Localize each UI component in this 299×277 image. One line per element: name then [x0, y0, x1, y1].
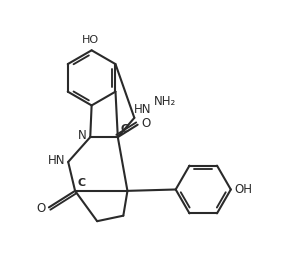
- Text: HO: HO: [82, 35, 99, 45]
- Text: N: N: [78, 129, 87, 142]
- Text: C: C: [120, 124, 128, 134]
- Text: HN: HN: [47, 154, 65, 167]
- Text: O: O: [141, 117, 150, 130]
- Text: OH: OH: [234, 183, 252, 196]
- Text: O: O: [36, 202, 45, 215]
- Text: HN: HN: [134, 102, 152, 116]
- Text: C: C: [77, 178, 85, 188]
- Text: NH₂: NH₂: [154, 95, 176, 108]
